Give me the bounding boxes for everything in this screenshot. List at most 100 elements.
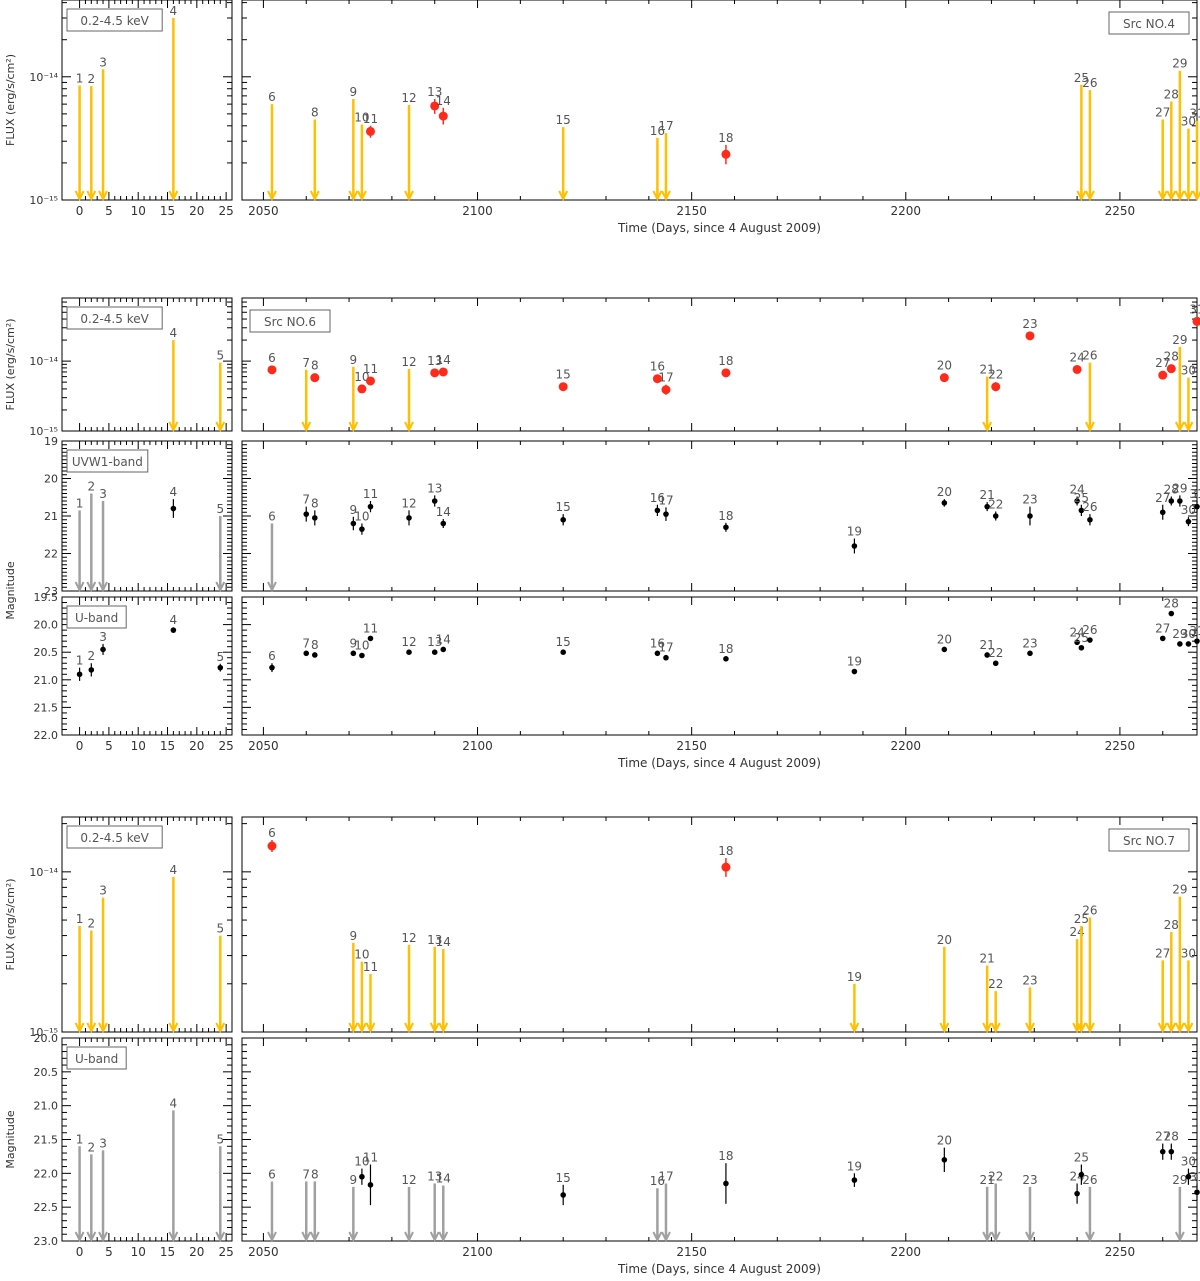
point-label: 27 bbox=[1155, 491, 1170, 505]
data-point bbox=[1159, 509, 1166, 516]
point-label: 8 bbox=[311, 496, 319, 510]
upper-limit-arrowhead bbox=[1183, 1022, 1194, 1034]
point-label: 26 bbox=[1082, 349, 1097, 363]
upper-limit-arrowhead bbox=[357, 1022, 367, 1034]
upper-limit-arrowhead bbox=[982, 421, 993, 433]
point-label: 11 bbox=[363, 487, 378, 501]
point-label: 21 bbox=[980, 363, 995, 377]
data-point bbox=[941, 500, 948, 506]
upper-limit-arrowhead bbox=[86, 1231, 97, 1243]
data-point bbox=[984, 652, 990, 658]
data-point bbox=[992, 660, 999, 667]
point-label: 16 bbox=[650, 491, 665, 505]
data-point bbox=[851, 668, 858, 675]
panel-frame-left bbox=[61, 816, 233, 1033]
upper-limit-arrowhead bbox=[429, 1022, 440, 1034]
data-point bbox=[654, 507, 661, 514]
x-tick-label: 10 bbox=[131, 739, 146, 753]
data-point bbox=[1185, 641, 1192, 647]
y-tick-label: 21.0 bbox=[34, 1100, 59, 1113]
point-label: 13 bbox=[427, 1169, 442, 1183]
y-tick-label: 20 bbox=[44, 473, 58, 486]
panel-frame-right bbox=[241, 0, 1198, 201]
point-label: 9 bbox=[350, 503, 358, 517]
point-label: 8 bbox=[311, 106, 319, 120]
upper-limit-arrowhead bbox=[1076, 1022, 1087, 1034]
point-label: 26 bbox=[1082, 1173, 1097, 1187]
point-label: 15 bbox=[556, 113, 571, 127]
data-point bbox=[1027, 650, 1033, 657]
upper-limit-arrowhead bbox=[74, 1231, 85, 1243]
detection-point bbox=[365, 376, 375, 386]
upper-limit-arrowhead bbox=[990, 1231, 1001, 1243]
point-label: 8 bbox=[311, 359, 319, 373]
x-tick-label: 10 bbox=[131, 1245, 146, 1259]
y-tick-label: 21.5 bbox=[34, 701, 59, 714]
point-label: 23 bbox=[1022, 636, 1037, 650]
point-label: 26 bbox=[1082, 623, 1097, 637]
y-tick-label: 10⁻¹⁵ bbox=[29, 194, 58, 207]
y-axis-label: Magnitude bbox=[4, 1110, 17, 1169]
data-point bbox=[367, 503, 374, 510]
data-point bbox=[440, 646, 447, 653]
data-point bbox=[269, 664, 275, 671]
point-label: 10 bbox=[354, 510, 369, 524]
data-point bbox=[367, 1182, 374, 1188]
upper-limit-arrowhead bbox=[215, 1022, 226, 1034]
point-label: 19 bbox=[847, 1159, 862, 1173]
point-label: 15 bbox=[556, 1171, 571, 1185]
data-point bbox=[350, 650, 357, 657]
point-label: 11 bbox=[363, 960, 378, 974]
upper-limit-arrowhead bbox=[404, 190, 414, 202]
y-tick-label: 20.0 bbox=[34, 619, 59, 632]
upper-limit-arrowhead bbox=[98, 1231, 108, 1243]
point-label: 28 bbox=[1164, 88, 1179, 102]
point-label: 5 bbox=[216, 922, 224, 936]
upper-limit-arrowhead bbox=[98, 1022, 108, 1034]
y-tick-label: 22.0 bbox=[34, 729, 59, 742]
point-label: 12 bbox=[401, 91, 416, 105]
panel-frame-right bbox=[241, 816, 1198, 1033]
y-tick-label: 22 bbox=[44, 548, 58, 561]
data-point bbox=[984, 503, 990, 510]
upper-limit-arrowhead bbox=[1183, 190, 1194, 202]
point-label: 6 bbox=[268, 1167, 276, 1181]
point-label: 26 bbox=[1082, 500, 1097, 514]
point-label: 27 bbox=[1155, 946, 1170, 960]
y-tick-label: 19.5 bbox=[34, 591, 59, 604]
upper-limit-arrowhead bbox=[1025, 1231, 1035, 1243]
upper-limit-arrowhead bbox=[438, 1022, 449, 1034]
detection-point bbox=[438, 111, 448, 121]
data-point bbox=[1185, 518, 1192, 525]
point-label: 9 bbox=[350, 353, 358, 367]
upper-limit-arrowhead bbox=[98, 581, 108, 593]
point-label: 3 bbox=[99, 884, 107, 898]
point-label: 24 bbox=[1069, 483, 1084, 497]
upper-limit-arrowhead bbox=[357, 190, 367, 202]
x-tick-label: 0 bbox=[76, 739, 84, 753]
x-axis-label: Time (Days, since 4 August 2009) bbox=[617, 1262, 821, 1276]
point-label: 30 bbox=[1181, 115, 1196, 129]
x-tick-label: 2200 bbox=[891, 204, 922, 218]
y-tick-label: 21 bbox=[44, 510, 58, 523]
upper-limit-arrowhead bbox=[301, 421, 312, 433]
data-point bbox=[1074, 639, 1080, 646]
point-label: 14 bbox=[436, 505, 451, 519]
point-label: 1 bbox=[76, 654, 84, 668]
upper-limit-arrowhead bbox=[1157, 1022, 1168, 1034]
detection-point bbox=[721, 862, 731, 872]
x-tick-label: 2150 bbox=[676, 204, 707, 218]
data-point bbox=[170, 627, 177, 633]
point-label: 28 bbox=[1164, 1130, 1179, 1144]
upper-limit-arrowhead bbox=[661, 1231, 671, 1243]
upper-limit-arrowhead bbox=[1166, 1022, 1177, 1034]
point-label: 20 bbox=[937, 1134, 952, 1148]
detection-point bbox=[652, 374, 662, 384]
upper-limit-arrowhead bbox=[1174, 1231, 1185, 1243]
point-label: 5 bbox=[216, 349, 224, 363]
point-label: 25 bbox=[1074, 912, 1089, 926]
y-tick-label: 20.5 bbox=[34, 646, 59, 659]
upper-limit-arrowhead bbox=[348, 1022, 359, 1034]
point-label: 28 bbox=[1164, 350, 1179, 364]
